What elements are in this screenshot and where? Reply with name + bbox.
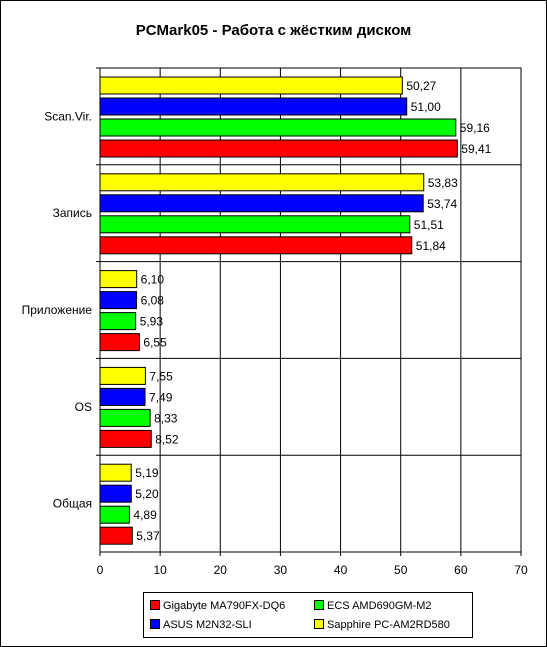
category-label: Запись [53,206,92,220]
chart-title: PCMark05 - Работа с жёстким диском [135,22,412,39]
category-label: Общая [53,497,92,511]
bar [99,463,132,482]
bar [99,236,413,255]
plot-area-border [99,67,522,553]
bar [99,526,133,545]
bar [99,505,130,524]
bar [99,97,408,116]
data-label: 8,52 [155,432,179,446]
bar [99,270,138,289]
x-tick-label: 40 [334,563,348,577]
chart-legend: Gigabyte MA790FX-DQ6 ECS AMD690GM-M2 ASUS … [143,592,473,638]
data-label: 5,93 [140,315,164,329]
bar [99,387,146,406]
bar [99,366,146,385]
data-label: 7,49 [149,390,173,404]
data-label: 53,74 [427,197,457,211]
legend-label: Sapphire PC-AM2RD580 [327,619,450,631]
bar [99,429,152,448]
bar [99,76,403,95]
bar [99,194,424,213]
legend-item: Sapphire PC-AM2RD580 [314,617,450,633]
data-label: 53,83 [428,176,458,190]
data-label: 8,33 [154,411,178,425]
legend-item: ECS AMD690GM-M2 [314,598,432,614]
data-label: 6,55 [143,336,167,350]
data-label: 6,10 [141,273,165,287]
x-tick-label: 70 [514,563,528,577]
bar [99,173,425,192]
data-label: 51,51 [414,218,444,232]
x-tick-label: 30 [274,563,288,577]
legend-label: ECS AMD690GM-M2 [327,600,432,612]
x-tick-label: 0 [97,563,104,577]
x-tick-label: 10 [153,563,167,577]
legend-swatch [314,600,324,610]
data-label: 7,55 [149,369,173,383]
x-tick-label: 50 [394,563,408,577]
bar [99,118,457,137]
category-label: Приложение [22,303,93,317]
legend-item: Gigabyte MA790FX-DQ6 [150,598,285,614]
legend-label: ASUS M2N32-SLI [163,619,252,631]
data-label: 59,16 [460,121,490,135]
legend-label: Gigabyte MA790FX-DQ6 [163,600,286,612]
data-label: 51,84 [416,239,446,253]
x-tick-label: 20 [214,563,228,577]
data-label: 51,00 [411,100,441,114]
data-label: 4,89 [133,508,157,522]
bar [99,215,411,234]
bar [99,291,138,310]
category-label: OS [75,400,92,414]
data-label: 5,37 [136,529,160,543]
legend-item: ASUS M2N32-SLI [150,617,252,633]
legend-swatch [150,619,160,629]
bar [99,408,151,427]
bar [99,333,140,352]
legend-swatch [150,600,160,610]
bar [99,312,137,331]
bar [99,139,458,158]
bar [99,484,132,503]
legend-swatch [314,619,324,629]
data-label: 5,20 [135,487,159,501]
data-label: 59,41 [461,142,491,156]
x-tick-label: 60 [454,563,468,577]
category-label: Scan.Vir. [44,109,92,123]
data-label: 50,27 [406,79,436,93]
data-label: 6,08 [141,294,165,308]
data-label: 5,19 [135,466,159,480]
